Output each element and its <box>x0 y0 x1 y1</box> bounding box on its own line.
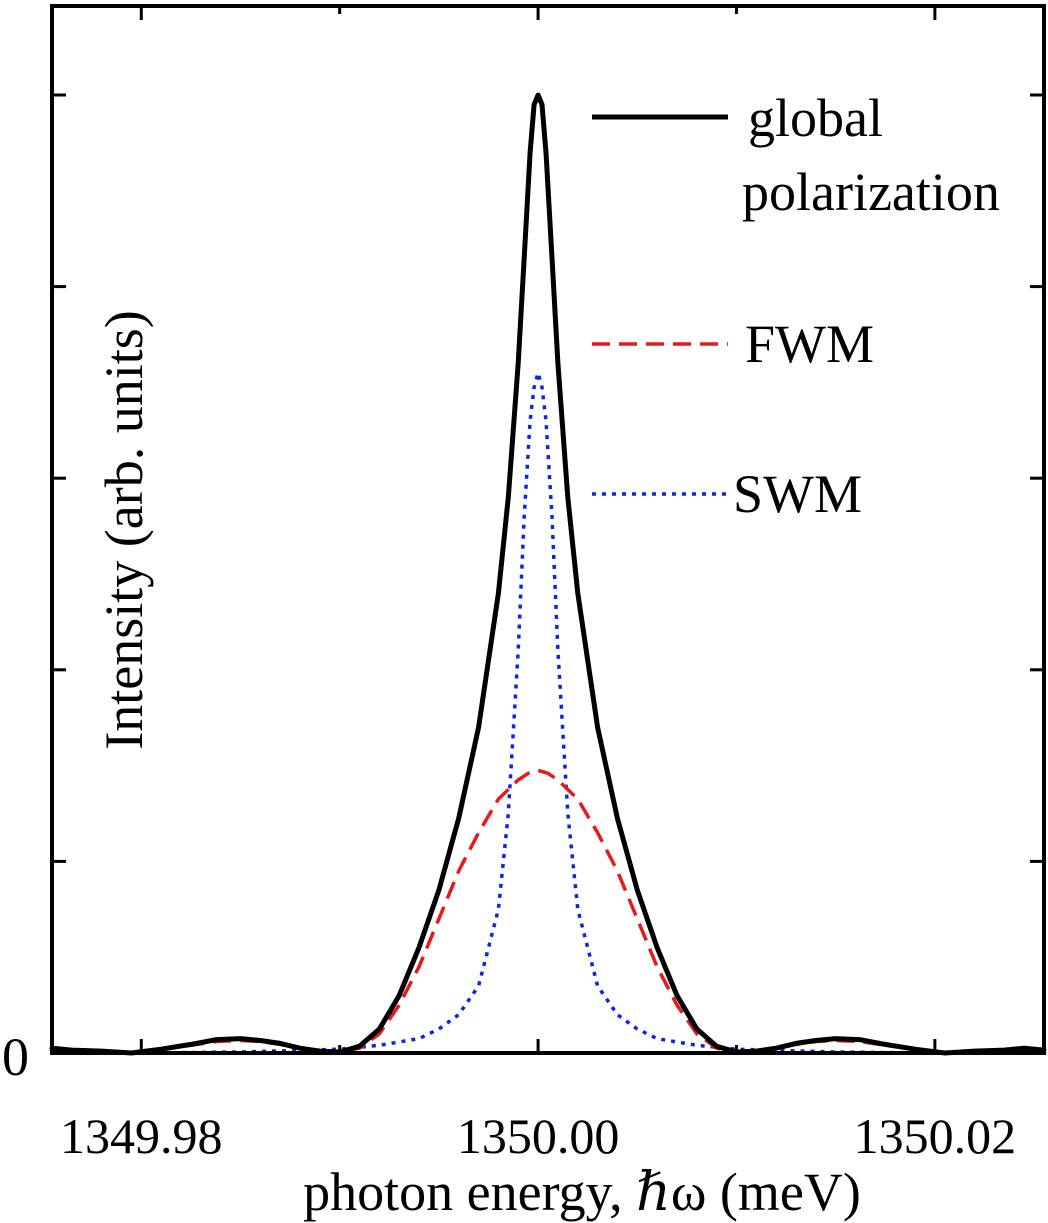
plot-frame <box>50 4 1046 1055</box>
legend-label-global: global <box>748 88 883 148</box>
x-tick-label: 1350.02 <box>854 1108 1017 1164</box>
legend-label-swm: SWM <box>733 464 862 524</box>
x-axis-title: photon energy, ℏω (meV) <box>303 1162 861 1222</box>
x-tick-label: 1349.98 <box>60 1108 223 1164</box>
series-layer <box>49 92 1047 1056</box>
legend-label-fwm: FWM <box>745 314 874 374</box>
series-line-swm <box>52 371 1044 1055</box>
series-line-global-polarization <box>49 92 1047 1056</box>
legend: global polarization FWM SWM <box>592 88 1000 524</box>
y-axis-title: Intensity (arb. units) <box>94 310 154 749</box>
x-tick-label: 1350.00 <box>457 1108 620 1164</box>
series-line-fwm <box>51 768 1045 1055</box>
y-tick-label-0: 0 <box>2 1027 29 1087</box>
ticks-layer <box>52 6 1044 1053</box>
legend-label-polarization: polarization <box>742 162 1000 222</box>
